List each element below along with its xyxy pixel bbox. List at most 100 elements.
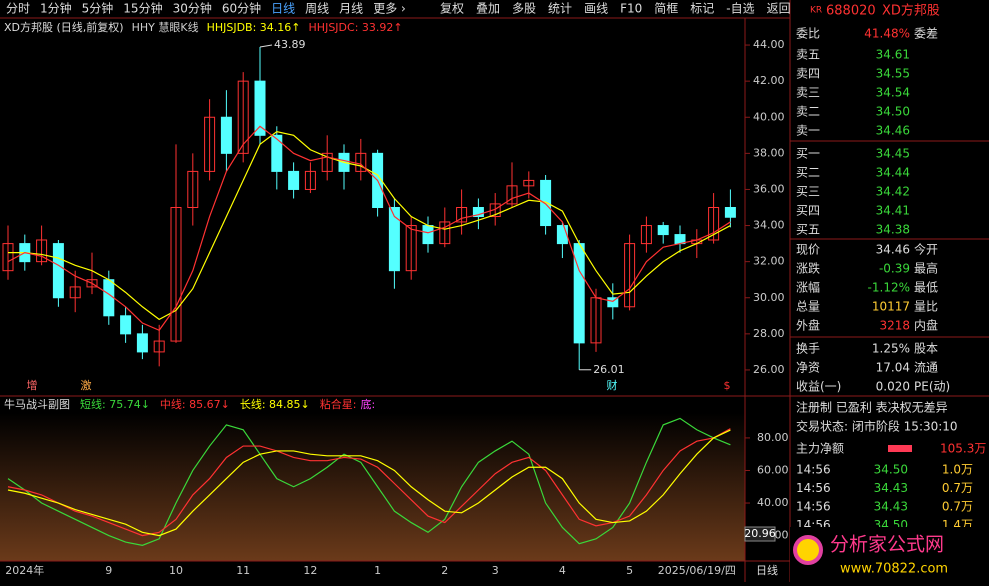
tool-button[interactable]: 标记 bbox=[690, 2, 714, 16]
candle-body bbox=[136, 333, 148, 353]
candle-body bbox=[120, 315, 132, 335]
tab[interactable]: 更多 › bbox=[373, 2, 406, 16]
y-tick-label: 28.00 bbox=[753, 327, 785, 340]
tab[interactable]: 30分钟 bbox=[173, 1, 212, 16]
candle-body bbox=[472, 207, 484, 218]
book-label: 买五 bbox=[796, 223, 820, 237]
tool-button[interactable]: 画线 bbox=[584, 2, 608, 16]
tool-button[interactable]: F10 bbox=[620, 2, 642, 16]
y-tick-label: 38.00 bbox=[753, 146, 785, 159]
candle-body bbox=[153, 340, 165, 353]
tool-button[interactable]: 复权 bbox=[440, 2, 464, 16]
trade-volume: 0.7万 bbox=[942, 481, 973, 495]
stat-value: 10117 bbox=[872, 300, 910, 314]
book-price: 34.38 bbox=[876, 223, 910, 237]
book-price: 34.44 bbox=[876, 166, 910, 180]
x-tick-label: 1 bbox=[374, 564, 381, 577]
tab[interactable]: 周线 bbox=[305, 2, 329, 16]
candle-body bbox=[523, 179, 535, 187]
row-label: 委比 bbox=[796, 27, 820, 41]
x-tick-label: 2024年 bbox=[5, 563, 44, 577]
sub-label: 粘合星: bbox=[320, 397, 357, 411]
high-pointer bbox=[259, 44, 273, 48]
tab[interactable]: 60分钟 bbox=[222, 1, 261, 16]
x-tick-label: 2 bbox=[441, 564, 448, 577]
candle-body bbox=[556, 225, 568, 245]
tab[interactable]: 15分钟 bbox=[123, 1, 162, 16]
stat-value: -0.39 bbox=[879, 262, 910, 276]
book-label: 买三 bbox=[796, 185, 820, 199]
tool-button[interactable]: 多股 bbox=[512, 2, 536, 16]
book-label: 买一 bbox=[796, 147, 820, 161]
watermark-logo bbox=[793, 535, 823, 565]
stock-name: XD方邦股 bbox=[882, 3, 940, 19]
trade-price: 34.50 bbox=[874, 463, 908, 477]
book-label: 买四 bbox=[796, 204, 820, 218]
stat-label: 外盘 bbox=[796, 318, 820, 333]
legend-entry: 短线: 75.74↓ bbox=[80, 397, 150, 411]
candle-body bbox=[456, 207, 468, 223]
tab[interactable]: 日线 bbox=[271, 2, 295, 16]
book-label: 卖三 bbox=[796, 86, 820, 100]
candle-body bbox=[724, 207, 736, 218]
stat-label: 现价 bbox=[796, 243, 820, 257]
tool-button[interactable]: 叠加 bbox=[476, 2, 500, 16]
book-price: 34.42 bbox=[876, 185, 910, 199]
moving-average bbox=[8, 131, 731, 321]
trade-time: 14:56 bbox=[796, 500, 831, 514]
signal: $ bbox=[724, 379, 731, 392]
sub-chart-bg bbox=[0, 413, 745, 561]
book-label: 卖一 bbox=[796, 124, 820, 138]
x-tick-label: 3 bbox=[492, 564, 499, 577]
tab[interactable]: 5分钟 bbox=[82, 1, 114, 16]
stat-value: 3218 bbox=[879, 319, 910, 333]
tool-button[interactable]: 返回 bbox=[767, 2, 791, 16]
y-tick-label: 30.00 bbox=[753, 291, 785, 304]
y-tick-label: 44.00 bbox=[753, 38, 785, 51]
watermark-url: www.70822.com bbox=[840, 562, 948, 577]
sub-label: 底: bbox=[360, 397, 375, 411]
signal: 激 bbox=[81, 378, 92, 392]
candle-body bbox=[237, 80, 249, 154]
flow-label: 主力净额 bbox=[796, 442, 844, 456]
candle-body bbox=[422, 225, 434, 245]
tab[interactable]: 分时 bbox=[6, 2, 30, 16]
candle-body bbox=[321, 152, 333, 172]
candle-body bbox=[2, 243, 14, 272]
stat-value: 17.04 bbox=[876, 361, 910, 375]
candle-body bbox=[439, 221, 451, 245]
low-label: 26.01 bbox=[593, 363, 625, 376]
legend-entry: 中线: 85.67↓ bbox=[160, 397, 230, 411]
y-tick-label: 26.00 bbox=[753, 363, 785, 376]
candle-body bbox=[204, 116, 216, 172]
candle-body bbox=[624, 243, 636, 308]
trade-price: 34.43 bbox=[874, 500, 908, 514]
stat-label: 涨跌 bbox=[796, 261, 820, 276]
stat-label: 今开 bbox=[914, 242, 938, 257]
x-tick-label: 4 bbox=[559, 564, 566, 577]
candle-body bbox=[506, 185, 518, 205]
tool-button[interactable]: 统计 bbox=[548, 2, 572, 16]
candle-body bbox=[52, 243, 64, 299]
y-tick-label: 32.00 bbox=[753, 255, 785, 268]
x-tick-label: 2025/06/19/四 bbox=[658, 564, 736, 577]
row-label: 委差 bbox=[914, 27, 938, 41]
trade-time: 14:56 bbox=[796, 481, 831, 495]
x-tick-label: 11 bbox=[236, 564, 250, 577]
stat-label: 量比 bbox=[914, 300, 938, 314]
x-tick-label: 5 bbox=[626, 564, 633, 577]
book-price: 34.54 bbox=[876, 86, 910, 100]
signal: 财 bbox=[607, 378, 618, 392]
tool-button[interactable]: 简框 bbox=[654, 2, 678, 16]
y-tick-label: 40.00 bbox=[757, 496, 789, 509]
header-text: HHJSJDC: 33.92↑ bbox=[309, 21, 403, 34]
tab[interactable]: 1分钟 bbox=[40, 1, 72, 16]
tool-button[interactable]: -自选 bbox=[726, 2, 754, 16]
cursor-value: 20.96 bbox=[744, 527, 776, 540]
stat-value: -1.12% bbox=[868, 281, 910, 295]
candle-body bbox=[271, 134, 283, 172]
tab[interactable]: 月线 bbox=[339, 2, 363, 16]
watermark-bg bbox=[790, 527, 989, 582]
trade-volume: 1.0万 bbox=[942, 463, 973, 477]
y-tick-label: 60.00 bbox=[757, 463, 789, 476]
